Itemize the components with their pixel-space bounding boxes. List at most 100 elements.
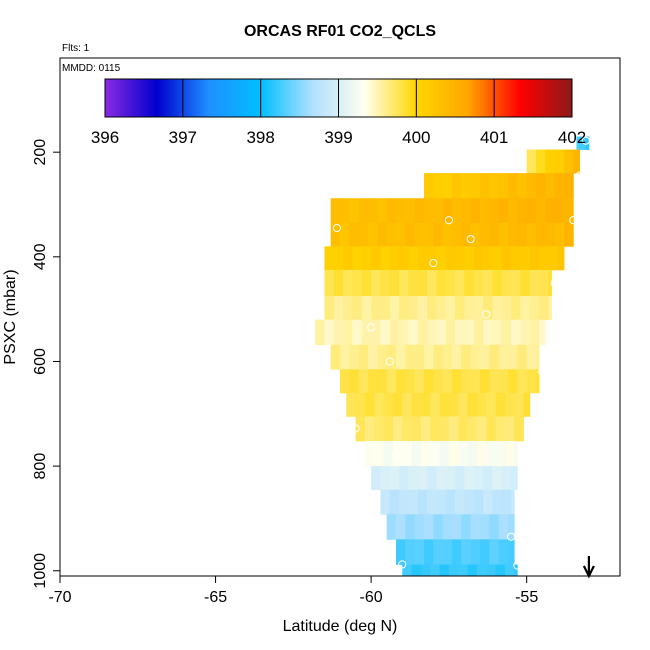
heatmap-cell bbox=[374, 441, 384, 467]
data-point bbox=[444, 216, 453, 225]
heatmap-cell bbox=[405, 344, 416, 370]
heatmap-cell bbox=[420, 564, 431, 577]
heatmap-cell bbox=[445, 319, 456, 346]
heatmap-cell bbox=[380, 489, 391, 515]
heatmap-cell bbox=[501, 296, 512, 321]
heatmap-cell bbox=[480, 369, 490, 394]
data-point bbox=[391, 451, 401, 460]
heatmap-cell bbox=[464, 246, 475, 271]
heatmap-cell bbox=[576, 136, 587, 150]
heatmap-cell bbox=[436, 489, 447, 515]
heatmap-cell bbox=[573, 149, 580, 174]
heatmap-cell bbox=[427, 296, 437, 321]
x-tick-label: -70 bbox=[48, 589, 71, 606]
heatmap-cell bbox=[433, 514, 444, 540]
heatmap-cell bbox=[442, 369, 453, 394]
heatmap-cell bbox=[417, 466, 428, 491]
heatmap-cell bbox=[411, 416, 422, 442]
heatmap-cell bbox=[324, 246, 335, 271]
heatmap-cell bbox=[430, 392, 440, 417]
heatmap-cell bbox=[473, 489, 484, 515]
heatmap-cell bbox=[511, 489, 515, 515]
heatmap-cell bbox=[402, 441, 412, 467]
heatmap-cell bbox=[504, 564, 515, 577]
heatmap-cell bbox=[480, 222, 490, 247]
colorbar-tick-label: 399 bbox=[324, 128, 352, 147]
heatmap-cell bbox=[536, 222, 546, 247]
heatmap-cell bbox=[346, 392, 356, 417]
heatmap-cell bbox=[498, 514, 509, 540]
heatmap-cell bbox=[405, 539, 416, 565]
heatmap-cell bbox=[386, 369, 397, 394]
heatmap-cell bbox=[433, 539, 444, 565]
arrow-marker bbox=[582, 556, 595, 579]
heatmap-cell bbox=[427, 319, 437, 346]
heatmap-cell bbox=[517, 173, 528, 199]
heatmap-cell bbox=[470, 198, 481, 224]
heatmap-cell bbox=[489, 539, 500, 565]
heatmap-cell bbox=[371, 269, 381, 297]
heatmap-cell bbox=[539, 319, 546, 346]
heatmap-cell bbox=[349, 222, 360, 247]
heatmap-cell bbox=[386, 222, 397, 247]
heatmap-cell bbox=[448, 564, 459, 577]
heatmap-cell bbox=[414, 344, 425, 370]
heatmap-cell bbox=[548, 296, 552, 321]
heatmap-cell bbox=[402, 392, 412, 417]
heatmap-cell bbox=[564, 173, 574, 199]
heatmap-cell bbox=[467, 392, 478, 417]
heatmap-cell bbox=[473, 466, 484, 491]
heatmap-cell bbox=[483, 466, 493, 491]
heatmap-cell bbox=[585, 136, 590, 150]
heatmap-cell bbox=[399, 489, 409, 515]
heatmap-cell bbox=[424, 539, 434, 565]
heatmap-cell bbox=[352, 269, 363, 297]
heatmap-cell bbox=[483, 296, 493, 321]
heatmap-cell bbox=[368, 344, 378, 370]
heatmap-cell bbox=[514, 416, 524, 442]
heatmap-cell bbox=[473, 269, 484, 297]
heatmap-cell bbox=[417, 296, 428, 321]
date-annotation: MMDD: 0115 bbox=[62, 63, 121, 74]
heatmap-cell bbox=[492, 489, 503, 515]
data-point bbox=[367, 323, 376, 332]
heatmap-cell bbox=[424, 344, 434, 370]
heatmap-cell bbox=[452, 198, 462, 224]
heatmap-cell bbox=[458, 416, 468, 442]
x-tick-label: -60 bbox=[360, 589, 383, 606]
heatmap-cell bbox=[433, 198, 444, 224]
heatmap-cell bbox=[324, 269, 335, 297]
heatmap-cell bbox=[464, 466, 475, 491]
heatmap-cell bbox=[470, 514, 481, 540]
heatmap-cell bbox=[536, 369, 540, 394]
heatmap-cell bbox=[349, 369, 360, 394]
data-point bbox=[332, 223, 341, 233]
heatmap-cell bbox=[430, 441, 440, 467]
heatmap-cell bbox=[470, 222, 481, 247]
heatmap-cell bbox=[536, 344, 540, 370]
heatmap-cell bbox=[408, 296, 419, 321]
data-point bbox=[581, 136, 590, 145]
heatmap-cell bbox=[315, 319, 325, 346]
heatmap-cell bbox=[420, 392, 431, 417]
heatmap-cell bbox=[492, 296, 503, 321]
heatmap-cell bbox=[492, 269, 503, 297]
heatmap-cell bbox=[396, 369, 406, 394]
y-tick-label: 400 bbox=[32, 243, 49, 270]
heatmap-cell bbox=[396, 344, 406, 370]
heatmap-cell bbox=[427, 246, 437, 271]
heatmap-cell bbox=[368, 198, 378, 224]
data-point bbox=[575, 171, 584, 180]
data-point bbox=[569, 216, 578, 225]
heatmap-cell bbox=[495, 564, 506, 577]
heatmap-cell bbox=[436, 319, 447, 346]
heatmap-cell bbox=[333, 319, 344, 346]
heatmap-cell bbox=[396, 514, 406, 540]
heatmap-cell bbox=[467, 441, 478, 467]
heatmap-cell bbox=[396, 198, 406, 224]
heatmap-cell bbox=[455, 319, 465, 346]
heatmap-cell bbox=[349, 344, 360, 370]
heatmap-cell bbox=[368, 222, 378, 247]
heatmap-cell bbox=[480, 539, 490, 565]
